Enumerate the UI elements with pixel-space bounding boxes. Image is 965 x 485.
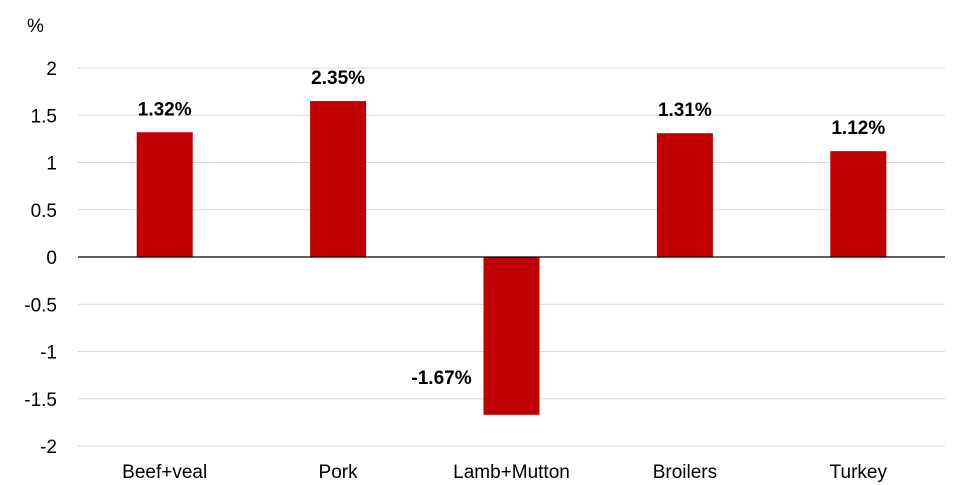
data-label: 1.12%	[831, 118, 885, 139]
y-tick-label: 0.5	[31, 201, 57, 222]
bar	[136, 132, 193, 257]
data-label: 2.35%	[311, 68, 365, 89]
x-category-label: Broilers	[653, 462, 717, 483]
y-tick-label: 0	[46, 248, 57, 269]
y-unit-label: %	[27, 16, 44, 37]
bar	[656, 133, 713, 257]
bar	[310, 101, 367, 257]
y-tick-label: -0.5	[24, 295, 57, 316]
x-category-label: Beef+veal	[122, 462, 207, 483]
y-tick-label: 1	[46, 154, 57, 175]
y-tick-label: 1.5	[31, 106, 57, 127]
data-label: 1.32%	[138, 99, 192, 120]
data-label: -1.67%	[411, 368, 471, 389]
x-category-label: Turkey	[830, 462, 888, 483]
bar	[483, 257, 540, 415]
x-axis-category-labels: Beef+veal Pork Lamb+Mutton Broilers Turkey	[122, 462, 887, 483]
y-tick-label: -2	[40, 437, 57, 458]
y-tick-label: -1	[40, 343, 57, 364]
bar	[830, 151, 887, 257]
x-category-label: Pork	[319, 462, 359, 483]
bars	[136, 101, 887, 415]
y-axis-ticks: 2 1.5 1 0.5 0 -0.5 -1 -1.5 -2	[24, 59, 57, 458]
y-tick-label: -1.5	[24, 390, 57, 411]
x-category-label: Lamb+Mutton	[453, 462, 570, 483]
data-label: 1.31%	[658, 100, 712, 121]
y-tick-label: 2	[46, 59, 57, 80]
data-labels: 1.32% 2.35% -1.67% 1.31% 1.12%	[138, 68, 886, 389]
